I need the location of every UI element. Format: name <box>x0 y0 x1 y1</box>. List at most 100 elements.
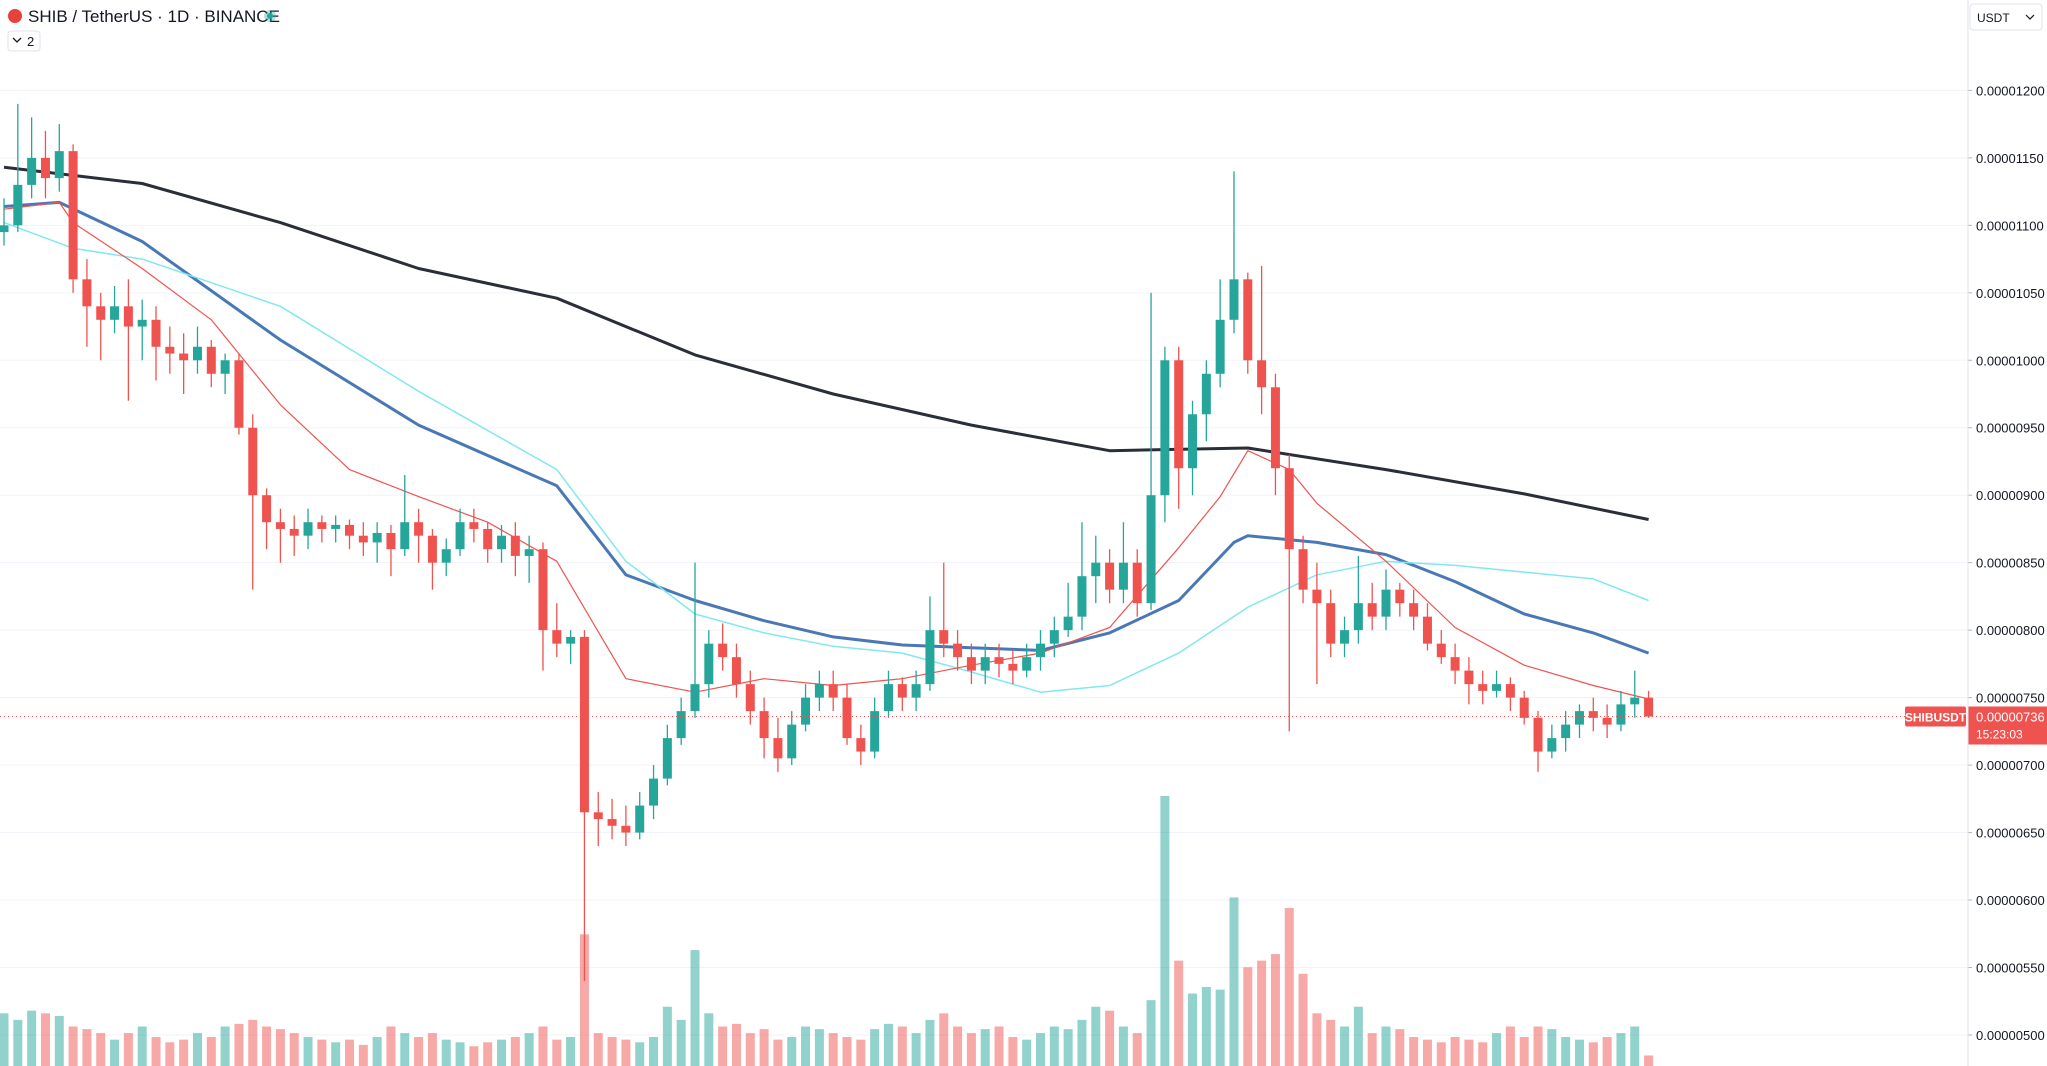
volume-bar <box>524 1033 534 1066</box>
symbol-title: SHIB / TetherUS · 1D · BINANCE <box>28 7 280 26</box>
volume-bar <box>676 1019 686 1066</box>
volume-bar <box>1436 1042 1446 1066</box>
candle-body <box>13 184 23 226</box>
candle-body <box>773 738 783 759</box>
volume-bar <box>1505 1026 1515 1066</box>
candle-body <box>621 825 631 833</box>
chevron <box>12 37 22 43</box>
volume-bar <box>192 1033 202 1066</box>
candle-body <box>980 657 990 671</box>
candle-body <box>455 522 465 550</box>
symbol-tag <box>1905 706 1966 727</box>
volume-bar <box>1284 907 1294 1066</box>
volume-bar <box>704 1013 714 1066</box>
candle-body <box>1160 360 1170 496</box>
candle-body <box>635 805 645 833</box>
volume-bar <box>1022 1039 1032 1066</box>
volume-bar <box>1492 1033 1502 1066</box>
volume-bar <box>662 1006 672 1066</box>
volume-bar <box>427 1033 437 1066</box>
candle-body <box>662 738 672 779</box>
volume-bar <box>1132 1033 1142 1066</box>
volume-bar <box>455 1042 465 1066</box>
candle-body <box>192 346 202 361</box>
candle-body <box>1188 414 1198 469</box>
volume-bar <box>1533 1026 1543 1066</box>
candle-body <box>386 533 396 550</box>
currency-label: USDT <box>1977 11 2010 25</box>
candle-body <box>275 522 285 529</box>
candle-body <box>538 549 548 631</box>
candle-body <box>579 636 589 813</box>
volume-bar <box>96 1033 106 1066</box>
candle-body <box>469 522 479 529</box>
candle-body <box>704 643 714 685</box>
candle-body <box>1146 495 1156 604</box>
candle-body <box>1505 684 1515 698</box>
volume-bar <box>980 1029 990 1066</box>
volume-bar <box>828 1033 838 1066</box>
volume-bar <box>1353 1006 1363 1066</box>
candle-body <box>1492 684 1502 691</box>
candle-body <box>68 151 78 280</box>
volume-bar <box>469 1046 479 1066</box>
candle-body <box>510 535 520 556</box>
candle-body <box>1284 468 1294 550</box>
y-tick-label: 0.00000550 <box>1976 960 2045 975</box>
candle-body <box>331 524 341 529</box>
candle-body <box>1561 724 1571 739</box>
candle-body <box>1201 373 1211 415</box>
volume-bar <box>538 1026 548 1066</box>
volume-bar <box>1201 986 1211 1066</box>
volume-bar <box>317 1039 327 1066</box>
volume-bar <box>414 1037 424 1066</box>
volume-bar <box>925 1019 935 1066</box>
candle-body <box>1036 643 1045 658</box>
candle-body <box>289 528 299 536</box>
candle-body <box>1367 603 1377 617</box>
volume-bar <box>400 1033 410 1066</box>
volume-bar <box>1630 1026 1640 1066</box>
volume-bar <box>966 1033 976 1066</box>
volume-bar <box>883 1023 893 1066</box>
volume-bar <box>842 1037 852 1066</box>
volume-bar <box>994 1026 1004 1066</box>
moving-average <box>3 221 1649 693</box>
volume-bar <box>441 1039 451 1066</box>
candle-body <box>524 549 534 556</box>
y-tick-label: 0.00000950 <box>1976 421 2045 436</box>
volume-bar <box>151 1037 161 1066</box>
moving-average <box>3 165 1649 521</box>
candle-body <box>883 684 893 712</box>
volume-bar <box>262 1026 272 1066</box>
y-tick-label: 0.00001200 <box>1976 83 2045 98</box>
candle-body <box>414 522 424 536</box>
candle-body <box>123 306 133 327</box>
candle-body <box>745 684 755 712</box>
indicator-toggle[interactable] <box>7 30 41 52</box>
price-tag-label: 0.00000736 <box>1976 710 2045 725</box>
volume-bar <box>372 1037 382 1066</box>
volume-bar <box>1616 1033 1626 1066</box>
candle-body <box>1533 717 1543 752</box>
candle-body <box>303 522 313 536</box>
candle-body <box>441 549 451 563</box>
volume-bar <box>1588 1042 1598 1066</box>
candle-body <box>372 533 382 543</box>
candle-body <box>649 778 659 806</box>
candle-body <box>1243 279 1253 361</box>
candle-body <box>1464 670 1474 685</box>
candle-body <box>870 711 880 752</box>
volume-bar <box>1160 796 1170 1066</box>
candle-body <box>1312 589 1322 604</box>
currency-select[interactable] <box>1969 3 2043 31</box>
volume-bar <box>566 1037 576 1066</box>
candle-body <box>427 535 437 563</box>
volume-bar <box>137 1026 147 1066</box>
candle-body <box>1049 630 1059 644</box>
candle-body <box>1022 657 1032 671</box>
volume-bar <box>911 1033 921 1066</box>
candle-body <box>179 353 189 361</box>
candle-body <box>0 225 9 233</box>
candle-body <box>82 279 92 307</box>
